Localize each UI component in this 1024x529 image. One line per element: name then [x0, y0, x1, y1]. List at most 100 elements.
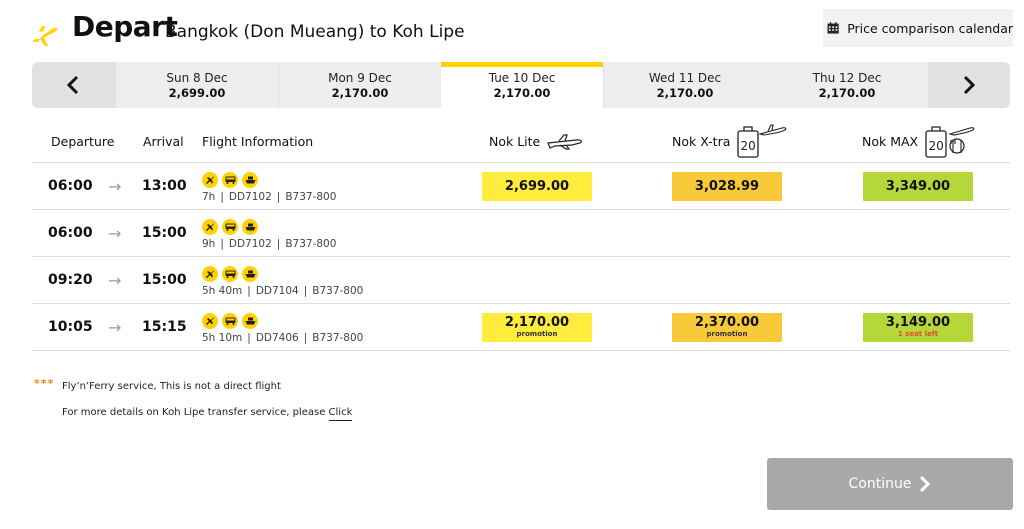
- date-price: 2,699.00: [168, 86, 226, 100]
- date-tab-tue-10-dec[interactable]: Tue 10 Dec 2,170.00: [441, 62, 603, 108]
- flight-row[interactable]: 06:00 → 15:00 9h | DD7102 | B737-800: [32, 210, 1010, 257]
- transport-icons: [202, 313, 258, 329]
- baggage-kg-label: 20: [929, 139, 944, 153]
- date-label: Sun 8 Dec: [166, 71, 228, 85]
- departure-time: 06:00: [48, 225, 93, 241]
- nok-lite-label: Nok Lite: [489, 133, 541, 149]
- flight-meta: 7h | DD7102 | B737-800: [202, 191, 337, 203]
- continue-button[interactable]: Continue: [767, 458, 1013, 510]
- date-label: Tue 10 Dec: [488, 71, 556, 85]
- nok-xtra-column-header: Nok X-tra 20: [672, 122, 788, 160]
- arrow-right-icon: →: [108, 318, 122, 337]
- date-tab-thu-12-dec[interactable]: Thu 12 Dec 2,170.00: [766, 62, 928, 108]
- flight-icon: [202, 219, 218, 235]
- transfer-details-note: For more details on Koh Lipe transfer se…: [62, 407, 353, 421]
- departure-time: 06:00: [48, 178, 93, 194]
- baggage-meal-plane-icon: 20: [925, 126, 975, 158]
- date-tab-mon-9-dec[interactable]: Mon 9 Dec 2,170.00: [279, 62, 441, 108]
- flight-duration: 5h 40m: [202, 285, 243, 297]
- flight-row[interactable]: 06:00 → 13:00 7h | DD7102 | B737-800 2,699.0…: [32, 163, 1010, 210]
- ferry-icon: [242, 313, 258, 329]
- price-comparison-calendar-button[interactable]: Price comparison calendar: [823, 9, 1013, 47]
- arrow-right-icon: →: [108, 224, 122, 243]
- seats-left-tag: 1 seat left: [897, 330, 939, 338]
- arrow-right-icon: →: [108, 271, 122, 290]
- baggage-plane-icon: 20: [737, 124, 787, 158]
- flyn-ferry-note: Fly’n’Ferry service, This is not a direc…: [62, 381, 281, 392]
- fare-price: 3,149.00: [885, 315, 951, 330]
- transfer-details-text: For more details on Koh Lipe transfer se…: [62, 407, 326, 418]
- nok-max-label: Nok MAX: [862, 133, 919, 149]
- flight-icon: [202, 172, 218, 188]
- flight-number: DD7102: [228, 238, 272, 250]
- aircraft-type: B737-800: [285, 191, 337, 203]
- bus-icon: [222, 266, 238, 282]
- flight-row[interactable]: 09:20 → 15:00 5h 40m | DD7104 | B737-800: [32, 257, 1010, 304]
- nok-xtra-fare-button[interactable]: 3,028.99: [672, 172, 782, 201]
- date-label: Thu 12 Dec: [812, 71, 882, 85]
- aircraft-type: B737-800: [312, 285, 364, 297]
- date-price: 2,170.00: [656, 86, 714, 100]
- nok-xtra-fare-button[interactable]: 2,370.00 promotion: [672, 313, 782, 342]
- nok-max-fare-button[interactable]: 3,149.00 1 seat left: [863, 313, 973, 342]
- departure-time: 09:20: [48, 272, 93, 288]
- footnote-stars: ***: [34, 377, 55, 390]
- arrival-time: 13:00: [142, 178, 187, 194]
- flight-duration: 7h: [202, 191, 216, 203]
- flight-icon: [202, 266, 218, 282]
- date-label: Mon 9 Dec: [328, 71, 392, 85]
- flight-icon: [202, 313, 218, 329]
- date-tab-sun-8-dec[interactable]: Sun 8 Dec 2,699.00: [116, 62, 278, 108]
- arrival-time: 15:00: [142, 225, 187, 241]
- prev-dates-button[interactable]: [32, 62, 114, 108]
- airplane-logo-icon: [32, 26, 57, 46]
- flight-number: DD7102: [228, 191, 272, 203]
- flight-meta: 9h | DD7102 | B737-800: [202, 238, 337, 250]
- chevron-right-icon: [963, 75, 976, 95]
- fare-price: 2,170.00: [504, 315, 570, 330]
- flight-meta: 5h 10m | DD7406 | B737-800: [202, 332, 364, 344]
- arrow-right-icon: →: [108, 177, 122, 196]
- next-dates-button[interactable]: [928, 62, 1010, 108]
- flight-row[interactable]: 10:05 → 15:15 5h 10m | DD7406 | B737-800 2,1…: [32, 304, 1010, 351]
- nok-lite-fare-button[interactable]: 2,699.00: [482, 172, 592, 201]
- aircraft-type: B737-800: [312, 332, 364, 344]
- chevron-left-icon: [66, 75, 79, 95]
- header-divider: [32, 162, 1010, 163]
- route-subtitle: Bangkok (Don Mueang) to Koh Lipe: [165, 22, 465, 42]
- fare-price: 2,699.00: [504, 179, 570, 194]
- nok-lite-fare-button[interactable]: 2,170.00 promotion: [482, 313, 592, 342]
- promotion-tag: promotion: [516, 330, 558, 338]
- flight-number: DD7104: [255, 285, 299, 297]
- calendar-button-label: Price comparison calendar: [847, 20, 1013, 36]
- ferry-icon: [242, 172, 258, 188]
- date-tab-wed-11-dec[interactable]: Wed 11 Dec 2,170.00: [604, 62, 766, 108]
- aircraft-type: B737-800: [285, 238, 337, 250]
- departure-time: 10:05: [48, 319, 93, 335]
- ferry-icon: [242, 266, 258, 282]
- date-price: 2,170.00: [331, 86, 389, 100]
- nok-max-fare-button[interactable]: 3,349.00: [863, 172, 973, 201]
- nok-max-column-header: Nok MAX 20: [862, 122, 976, 160]
- arrival-column-header: Arrival: [143, 134, 184, 149]
- arrival-time: 15:15: [142, 319, 187, 335]
- departure-column-header: Departure: [51, 134, 115, 149]
- baggage-kg-label: 20: [741, 139, 756, 153]
- bus-icon: [222, 219, 238, 235]
- page-title: Depart: [72, 10, 178, 43]
- arrival-time: 15:00: [142, 272, 187, 288]
- date-price: 2,170.00: [818, 86, 876, 100]
- transfer-details-link[interactable]: Click: [328, 407, 353, 421]
- ferry-icon: [242, 219, 258, 235]
- continue-label: Continue: [848, 476, 912, 492]
- flight-duration: 9h: [202, 238, 216, 250]
- transport-icons: [202, 219, 258, 235]
- nok-xtra-label: Nok X-tra: [672, 133, 731, 149]
- flight-info-column-header: Flight Information: [202, 134, 314, 149]
- date-price: 2,170.00: [493, 86, 551, 100]
- transport-icons: [202, 266, 258, 282]
- bus-icon: [222, 313, 238, 329]
- transport-icons: [202, 172, 258, 188]
- promotion-tag: promotion: [706, 330, 748, 338]
- date-label: Wed 11 Dec: [648, 71, 722, 85]
